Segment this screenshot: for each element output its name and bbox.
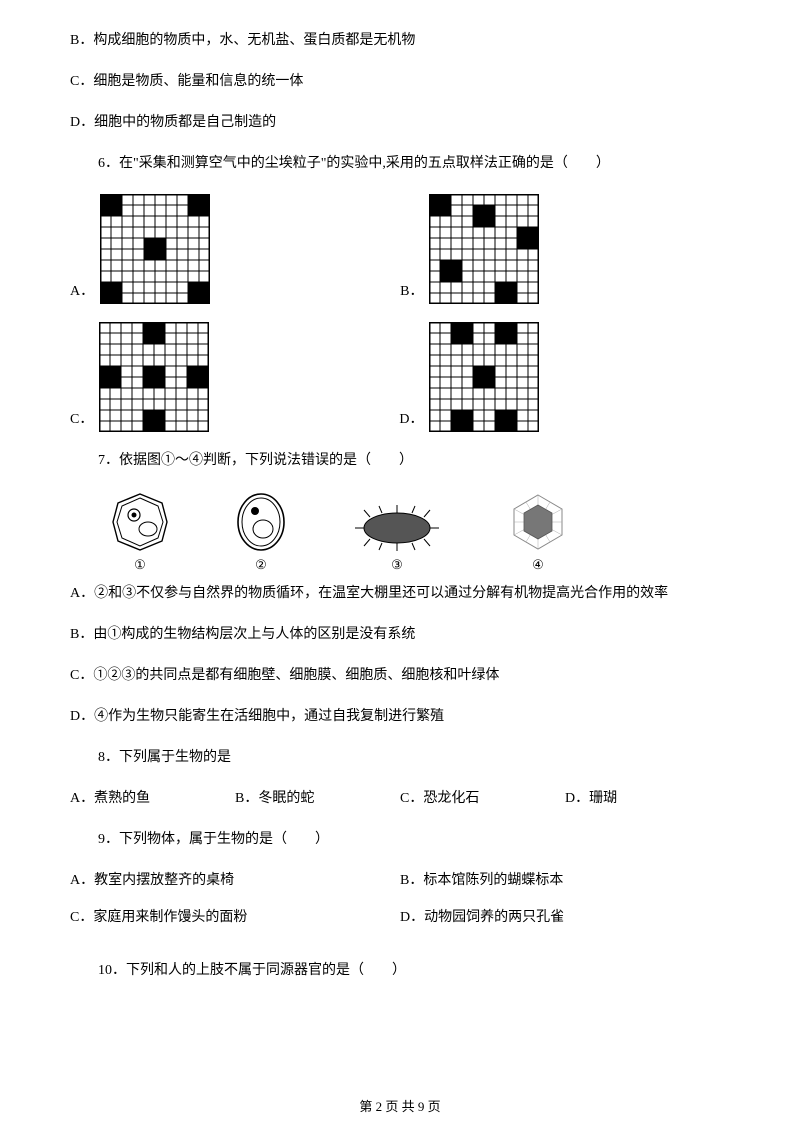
q8-option-c: C．恐龙化石 (400, 788, 565, 809)
q9-options: A．教室内摆放整齐的桌椅 B．标本馆陈列的蝴蝶标本 C．家庭用来制作馒头的面粉 … (70, 870, 730, 944)
q6-label-d: D． (399, 409, 423, 430)
q8-options: A．煮熟的鱼 B．冬眠的蛇 C．恐龙化石 D．珊瑚 (70, 788, 730, 809)
plant-cell-icon (110, 491, 170, 553)
q6-stem: 6．在"采集和测算空气中的尘埃粒子"的实验中,采用的五点取样法正确的是（ ） (70, 153, 730, 174)
q6-label-b: B． (400, 281, 423, 302)
bacteria-icon (352, 503, 442, 553)
grid-d (429, 322, 539, 432)
q9-stem: 9．下列物体，属于生物的是（ ） (70, 829, 730, 850)
q5-option-d: D．细胞中的物质都是自己制造的 (70, 112, 730, 133)
q7-figures: ① ② ③ (70, 491, 730, 575)
q6-option-c: C． (70, 322, 209, 432)
q7-fig-2: ② (235, 491, 287, 575)
grid-c (99, 322, 209, 432)
q7-fig-3: ③ (352, 503, 442, 575)
q7-label-3: ③ (352, 555, 442, 575)
q7-option-b: B．由①构成的生物结构层次上与人体的区别是没有系统 (70, 624, 730, 645)
q8-option-a: A．煮熟的鱼 (70, 788, 235, 809)
q6-row2: C． D． (70, 322, 730, 432)
q7-label-2: ② (235, 555, 287, 575)
q6-row1: A． B． (70, 194, 730, 304)
q6-option-b: B． (400, 194, 539, 304)
q9-option-a: A．教室内摆放整齐的桌椅 (70, 870, 400, 891)
q7-label-4: ④ (507, 555, 569, 575)
q8-option-b: B．冬眠的蛇 (235, 788, 400, 809)
q7-label-1: ① (110, 555, 170, 575)
q5-option-c: C．细胞是物质、能量和信息的统一体 (70, 71, 730, 92)
q6-option-d: D． (399, 322, 539, 432)
q7-option-d: D．④作为生物只能寄生在活细胞中，通过自我复制进行繁殖 (70, 706, 730, 727)
q8-stem: 8．下列属于生物的是 (70, 747, 730, 768)
q8-option-d: D．珊瑚 (565, 788, 730, 809)
q6-label-a: A． (70, 281, 94, 302)
q9-option-d: D．动物园饲养的两只孔雀 (400, 907, 730, 928)
q6-option-a: A． (70, 194, 210, 304)
q5-option-b: B．构成细胞的物质中，水、无机盐、蛋白质都是无机物 (70, 30, 730, 51)
virus-icon (507, 491, 569, 553)
page-footer: 第 2 页 共 9 页 (0, 1097, 800, 1117)
q7-stem: 7．依据图①～④判断，下列说法错误的是（ ） (70, 450, 730, 471)
q9-option-c: C．家庭用来制作馒头的面粉 (70, 907, 400, 928)
grid-a (100, 194, 210, 304)
q7-option-a: A．②和③不仅参与自然界的物质循环，在温室大棚里还可以通过分解有机物提高光合作用… (70, 583, 730, 604)
q10-stem: 10．下列和人的上肢不属于同源器官的是（ ） (70, 960, 730, 981)
yeast-cell-icon (235, 491, 287, 553)
grid-b (429, 194, 539, 304)
q7-fig-4: ④ (507, 491, 569, 575)
q6-label-c: C． (70, 409, 93, 430)
q7-fig-1: ① (110, 491, 170, 575)
q7-option-c: C．①②③的共同点是都有细胞壁、细胞膜、细胞质、细胞核和叶绿体 (70, 665, 730, 686)
q9-option-b: B．标本馆陈列的蝴蝶标本 (400, 870, 730, 891)
